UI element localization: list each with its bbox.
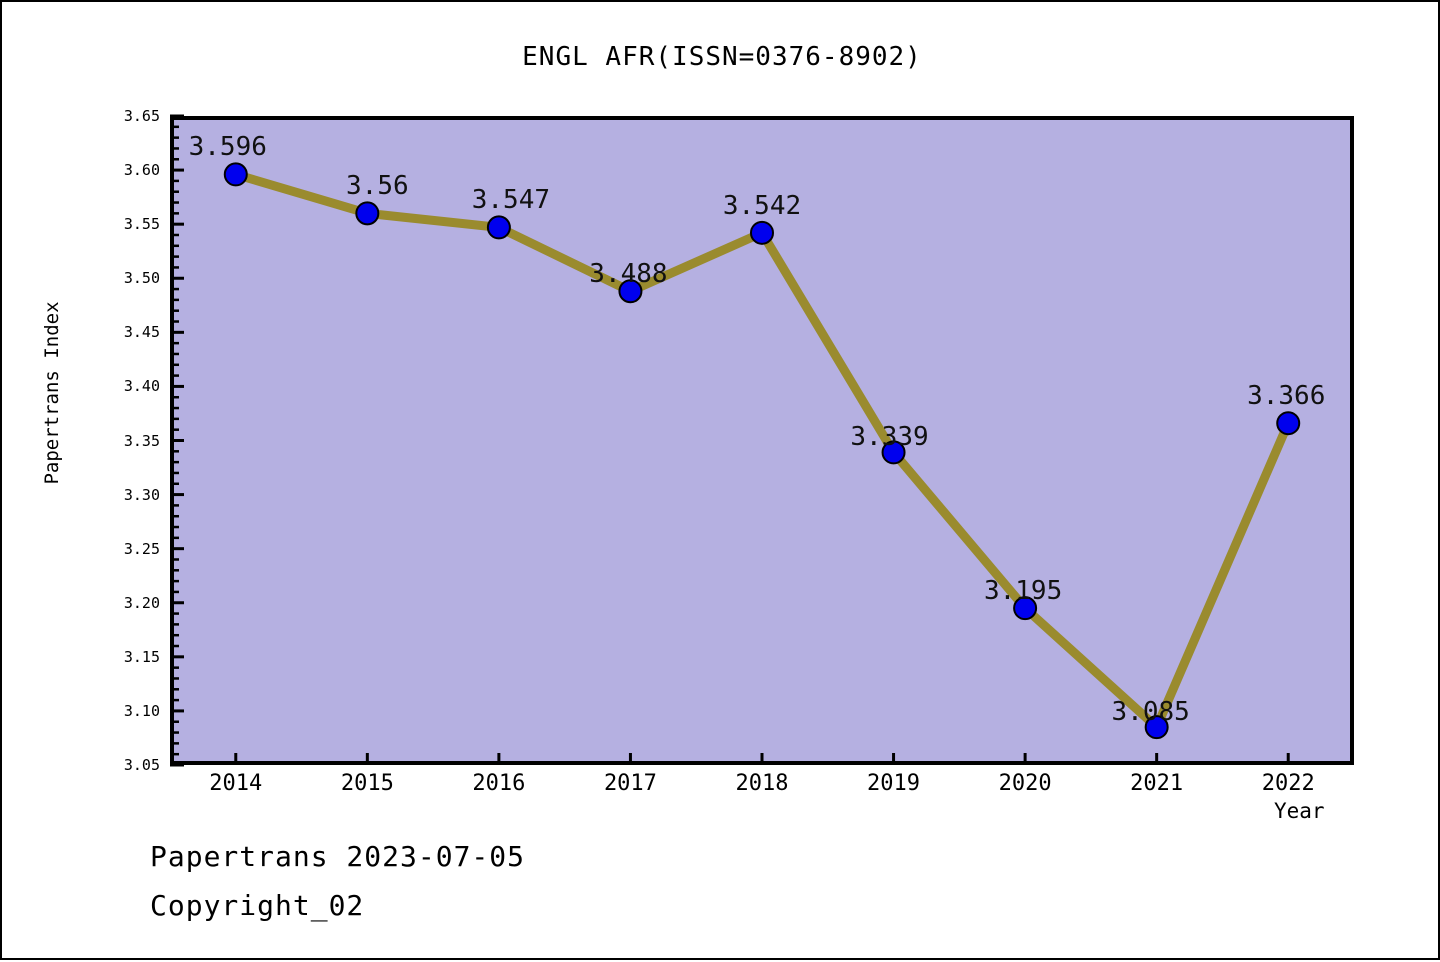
y-axis-tick-label: 3.20 <box>123 593 160 612</box>
y-axis-tick-label: 3.05 <box>123 756 160 774</box>
y-axis-tick-label: 3.30 <box>123 485 160 504</box>
data-point-label: 3.488 <box>589 259 668 290</box>
data-point-label: 3.596 <box>188 132 267 163</box>
y-axis-title: Papertrans Index <box>41 301 63 485</box>
y-axis-tick-label: 3.45 <box>123 323 160 342</box>
y-axis-tick-label: 3.25 <box>123 539 160 558</box>
data-point-label: 3.56 <box>346 171 409 202</box>
footer-date: Papertrans 2023-07-05 <box>150 840 526 873</box>
x-axis-tick-label: 2014 <box>209 771 263 796</box>
y-axis-tick-label: 3.50 <box>123 269 160 288</box>
x-axis-title: Year <box>1274 799 1325 823</box>
data-point-label: 3.547 <box>471 185 551 216</box>
y-axis-tick-label: 3.55 <box>123 215 160 234</box>
y-axis-tick-label: 3.40 <box>123 377 160 396</box>
y-axis-tick-label: 3.60 <box>123 161 160 180</box>
data-point-label: 3.542 <box>722 190 802 221</box>
page-title: ENGL AFR(ISSN=0376-8902) <box>522 42 922 72</box>
x-axis-tick-label: 2018 <box>735 771 789 796</box>
footer-copyright: Copyright_02 <box>150 889 365 922</box>
x-axis-tick-label: 2021 <box>1130 771 1184 796</box>
data-point-label: 3.366 <box>1247 381 1326 412</box>
x-axis-tick-label: 2022 <box>1261 771 1315 796</box>
x-axis-tick-label: 2015 <box>340 771 394 796</box>
x-axis-tick-label: 2019 <box>867 771 921 796</box>
x-axis-tick-label: 2017 <box>603 771 657 796</box>
y-axis-tick-label: 3.65 <box>123 107 160 125</box>
y-axis-tick-label: 3.10 <box>123 701 160 720</box>
data-point-label: 3.195 <box>983 576 1063 607</box>
data-point-label: 3.085 <box>1111 697 1190 728</box>
data-point-label: 3.339 <box>850 422 929 453</box>
y-axis-tick-label: 3.15 <box>123 647 160 666</box>
x-axis-tick-label: 2016 <box>472 771 526 796</box>
y-axis-tick-label: 3.35 <box>123 431 160 450</box>
x-axis-tick-label: 2020 <box>998 771 1052 796</box>
